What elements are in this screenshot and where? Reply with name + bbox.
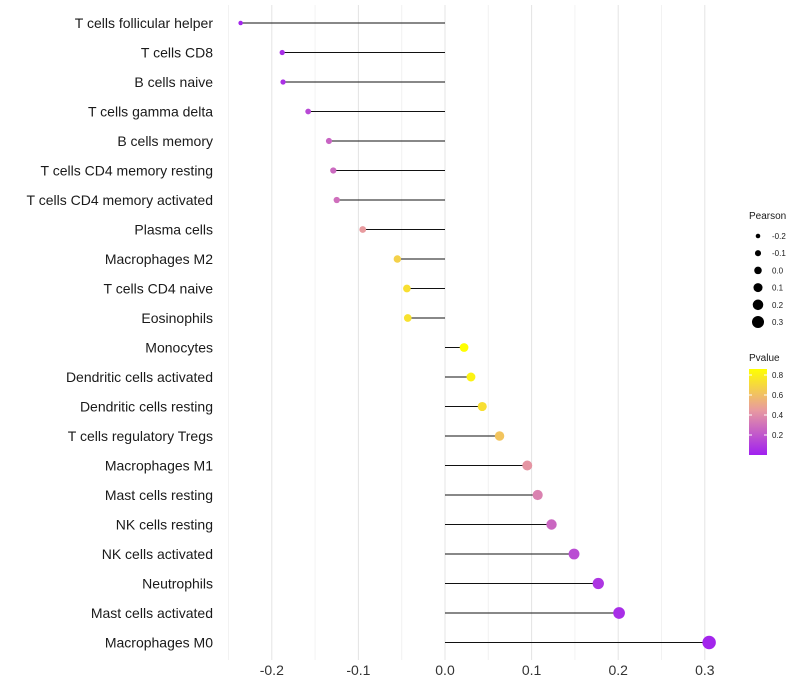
size-legend-key xyxy=(754,250,762,257)
category-label: Eosinophils xyxy=(141,310,213,326)
category-label: NK cells activated xyxy=(102,546,213,562)
category-label: T cells CD4 memory activated xyxy=(27,192,213,208)
size-legend-key xyxy=(751,315,765,329)
size-legend-label: 0.2 xyxy=(772,301,784,310)
size-legend-title: Pearson xyxy=(749,211,786,222)
category-label: T cells follicular helper xyxy=(75,15,214,31)
category-label: T cells CD4 naive xyxy=(104,281,214,297)
lollipop-point xyxy=(403,314,412,322)
color-legend-title: Pvalue xyxy=(749,353,780,364)
category-label: Macrophages M1 xyxy=(105,458,213,474)
size-legend-key xyxy=(752,299,764,311)
color-legend-label: 0.4 xyxy=(772,411,784,420)
point-layer xyxy=(238,20,716,650)
lollipop-point xyxy=(546,519,557,530)
category-label: Dendritic cells activated xyxy=(66,369,213,385)
lollipop-point xyxy=(359,226,367,233)
category-labels: T cells follicular helper T cells CD8 B ce… xyxy=(27,15,214,651)
color-legend-label: 0.8 xyxy=(772,371,784,380)
size-legend-label: 0.3 xyxy=(772,318,784,327)
lollipop-point xyxy=(494,431,505,441)
category-label: B cells memory xyxy=(117,133,213,149)
pearson-size-legend: Pearson -0.2 -0.1 0.0 0.1 0.2 0.3 xyxy=(749,211,786,329)
color-legend-label: 0.2 xyxy=(772,431,784,440)
lollipop-point xyxy=(466,372,476,382)
grid-layer xyxy=(228,5,706,660)
color-legend-bar xyxy=(749,369,767,455)
x-tick-label: 0.3 xyxy=(695,662,715,678)
category-label: B cells naive xyxy=(134,74,213,90)
category-label: Mast cells activated xyxy=(91,605,213,621)
pvalue-color-legend: Pvalue 0.2 0.4 0.6 0.8 xyxy=(749,353,784,455)
category-label: T cells CD8 xyxy=(141,45,213,61)
lollipop-point xyxy=(325,137,333,145)
size-legend-label: -0.2 xyxy=(772,232,786,241)
lollipop-point xyxy=(613,607,625,619)
category-label: Macrophages M0 xyxy=(105,635,213,651)
size-legend-label: -0.1 xyxy=(772,249,786,258)
stem-layer xyxy=(240,22,710,643)
lollipop-point xyxy=(330,167,337,174)
size-legend-key xyxy=(753,283,763,293)
category-label: NK cells resting xyxy=(116,517,213,533)
lollipop-point xyxy=(477,401,487,412)
category-label: T cells gamma delta xyxy=(88,104,213,120)
size-legend-label: 0.1 xyxy=(772,284,784,293)
x-axis-tick-labels: -0.2 -0.1 0.0 0.1 0.2 0.3 xyxy=(260,662,715,678)
lollipop-point xyxy=(238,20,243,26)
lollipop-point xyxy=(333,196,340,204)
category-label: Macrophages M2 xyxy=(105,251,213,267)
size-legend-label: 0.0 xyxy=(772,266,784,275)
category-label: Dendritic cells resting xyxy=(80,399,213,415)
lollipop-point xyxy=(702,635,716,650)
x-tick-label: -0.2 xyxy=(260,662,284,678)
x-tick-label: -0.1 xyxy=(346,662,370,678)
category-label: T cells CD4 memory resting xyxy=(41,163,213,179)
category-label: Mast cells resting xyxy=(105,487,213,503)
lollipop-point xyxy=(568,548,580,560)
size-legend-key xyxy=(755,233,761,239)
lollipop-point xyxy=(280,79,286,85)
category-label: Neutrophils xyxy=(142,576,213,592)
x-tick-label: 0.2 xyxy=(608,662,628,678)
color-legend-label: 0.6 xyxy=(772,391,784,400)
lollipop-point xyxy=(279,49,285,56)
lollipop-point xyxy=(532,489,543,501)
size-legend-key xyxy=(754,266,762,275)
lollipop-point xyxy=(522,460,533,471)
x-tick-label: 0.0 xyxy=(435,662,455,678)
lollipop-point xyxy=(459,343,469,352)
lollipop-point xyxy=(305,108,312,115)
x-tick-label: 0.1 xyxy=(522,662,542,678)
category-label: Plasma cells xyxy=(134,222,213,238)
lollipop-point xyxy=(592,577,604,590)
category-label: Monocytes xyxy=(145,340,213,356)
lollipop-point xyxy=(403,284,411,293)
lollipop-point xyxy=(393,255,402,263)
category-label: T cells regulatory Tregs xyxy=(68,428,213,444)
